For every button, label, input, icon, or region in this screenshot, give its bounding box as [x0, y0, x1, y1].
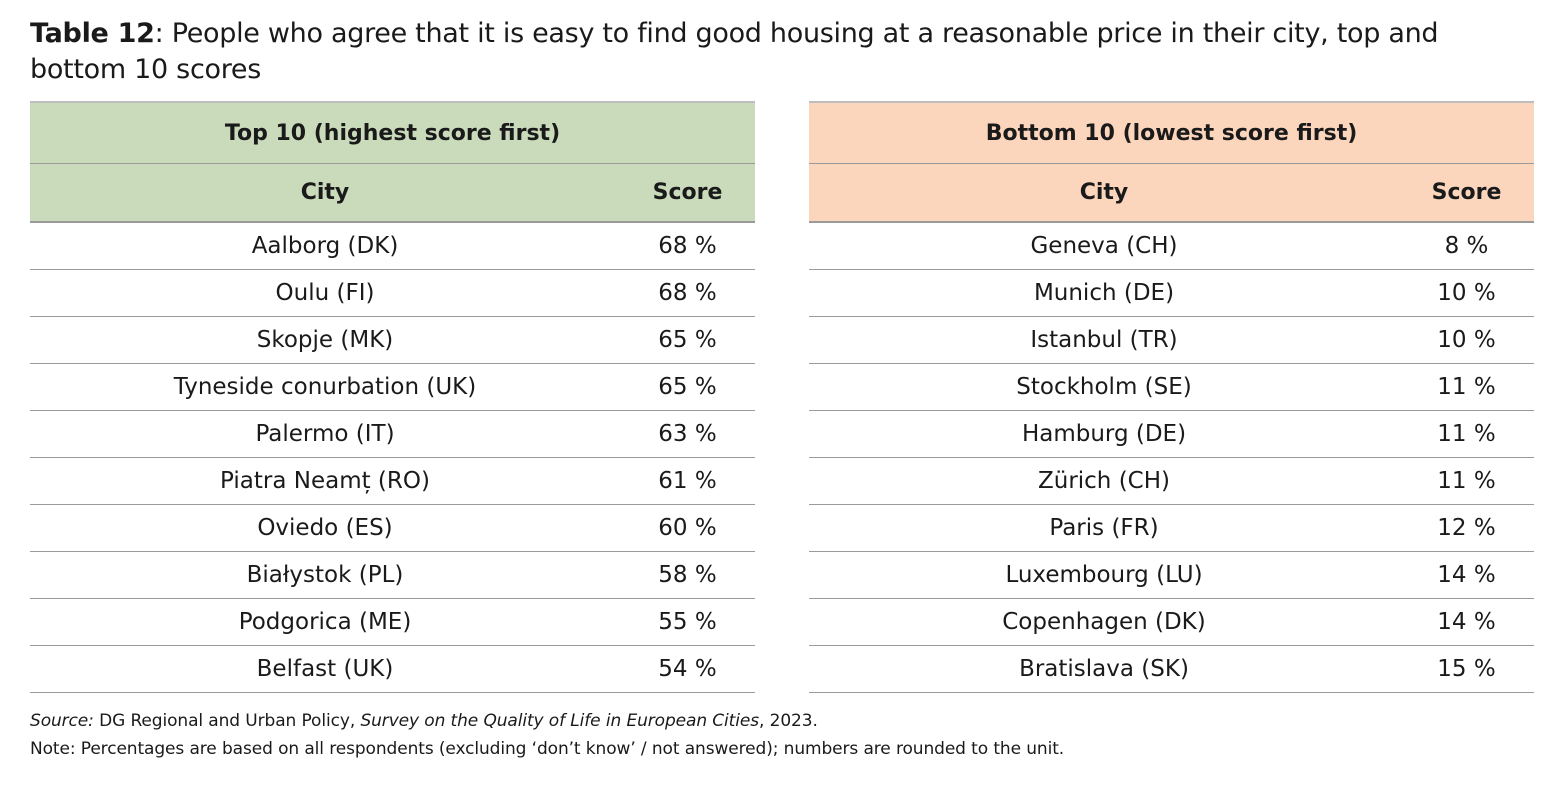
table-row: Skopje (MK) 65 % [30, 316, 755, 364]
city-cell: Oviedo (ES) [30, 504, 620, 552]
score-cell: 63 % [620, 410, 755, 458]
table-caption: Table 12: People who agree that it is ea… [30, 16, 1535, 88]
city-cell: Stockholm (SE) [809, 363, 1399, 411]
table-row: Geneva (CH) 8 % [809, 222, 1534, 270]
city-cell: Zürich (CH) [809, 457, 1399, 505]
bottom-10-table: Bottom 10 (lowest score first) City Scor… [809, 101, 1534, 693]
bottom-city-header: City [809, 163, 1399, 223]
table-row: Hamburg (DE) 11 % [809, 410, 1534, 458]
table-row: Stockholm (SE) 11 % [809, 363, 1534, 411]
city-cell: Geneva (CH) [809, 222, 1399, 270]
city-cell: Istanbul (TR) [809, 316, 1399, 364]
source-note: Source: DG Regional and Urban Policy, Su… [30, 707, 1064, 763]
score-cell: 55 % [620, 598, 755, 646]
score-cell: 68 % [620, 269, 755, 317]
city-cell: Oulu (FI) [30, 269, 620, 317]
table-row: Bratislava (SK) 15 % [809, 645, 1534, 693]
city-cell: Hamburg (DE) [809, 410, 1399, 458]
city-cell: Piatra Neamț (RO) [30, 457, 620, 505]
score-cell: 54 % [620, 645, 755, 693]
top-10-table: Top 10 (highest score first) City Score … [30, 101, 755, 693]
score-cell: 68 % [620, 222, 755, 270]
table-row: Luxembourg (LU) 14 % [809, 551, 1534, 599]
bottom-10-body: Geneva (CH) 8 % Munich (DE) 10 % Istanbul (T… [809, 222, 1534, 693]
score-cell: 11 % [1399, 457, 1534, 505]
city-cell: Palermo (IT) [30, 410, 620, 458]
table-row: Paris (FR) 12 % [809, 504, 1534, 552]
city-cell: Skopje (MK) [30, 316, 620, 364]
score-cell: 10 % [1399, 269, 1534, 317]
city-cell: Tyneside conurbation (UK) [30, 363, 620, 411]
city-cell: Luxembourg (LU) [809, 551, 1399, 599]
source-org: DG Regional and Urban Policy, [93, 711, 361, 731]
city-cell: Munich (DE) [809, 269, 1399, 317]
city-cell: Bratislava (SK) [809, 645, 1399, 693]
top-10-title: Top 10 (highest score first) [30, 101, 755, 164]
table-row: Białystok (PL) 58 % [30, 551, 755, 599]
table-row: Tyneside conurbation (UK) 65 % [30, 363, 755, 411]
score-cell: 65 % [620, 316, 755, 364]
score-cell: 12 % [1399, 504, 1534, 552]
source-survey: Survey on the Quality of Life in Europea… [360, 711, 759, 731]
city-cell: Paris (FR) [809, 504, 1399, 552]
table-row: Podgorica (ME) 55 % [30, 598, 755, 646]
table-row: Istanbul (TR) 10 % [809, 316, 1534, 364]
table-row: Aalborg (DK) 68 % [30, 222, 755, 270]
table-row: Copenhagen (DK) 14 % [809, 598, 1534, 646]
score-cell: 61 % [620, 457, 755, 505]
city-cell: Podgorica (ME) [30, 598, 620, 646]
table-label: Table 12 [30, 18, 155, 49]
table-row: Oulu (FI) 68 % [30, 269, 755, 317]
table-row: Palermo (IT) 63 % [30, 410, 755, 458]
score-cell: 14 % [1399, 598, 1534, 646]
source-line: Source: DG Regional and Urban Policy, Su… [30, 707, 1064, 735]
note-line: Note: Percentages are based on all respo… [30, 739, 1065, 759]
source-label: Source: [30, 711, 94, 731]
table-row: Zürich (CH) 11 % [809, 457, 1534, 505]
score-cell: 11 % [1399, 363, 1534, 411]
city-cell: Aalborg (DK) [30, 222, 620, 270]
score-cell: 11 % [1399, 410, 1534, 458]
city-cell: Belfast (UK) [30, 645, 620, 693]
table-row: Piatra Neamț (RO) 61 % [30, 457, 755, 505]
city-cell: Białystok (PL) [30, 551, 620, 599]
source-year: , 2023. [759, 711, 818, 731]
top-10-body: Aalborg (DK) 68 % Oulu (FI) 68 % Skopje (MK)… [30, 222, 755, 693]
score-cell: 15 % [1399, 645, 1534, 693]
table-row: Munich (DE) 10 % [809, 269, 1534, 317]
top-city-header: City [30, 163, 620, 223]
score-cell: 10 % [1399, 316, 1534, 364]
score-cell: 58 % [620, 551, 755, 599]
bottom-score-header: Score [1399, 163, 1534, 223]
score-cell: 65 % [620, 363, 755, 411]
score-cell: 8 % [1399, 222, 1534, 270]
score-cell: 14 % [1399, 551, 1534, 599]
table-row: Oviedo (ES) 60 % [30, 504, 755, 552]
table-caption-text: : People who agree that it is easy to fi… [30, 18, 1439, 85]
city-cell: Copenhagen (DK) [809, 598, 1399, 646]
top-score-header: Score [620, 163, 755, 223]
table-row: Belfast (UK) 54 % [30, 645, 755, 693]
score-cell: 60 % [620, 504, 755, 552]
bottom-10-title: Bottom 10 (lowest score first) [809, 101, 1534, 164]
